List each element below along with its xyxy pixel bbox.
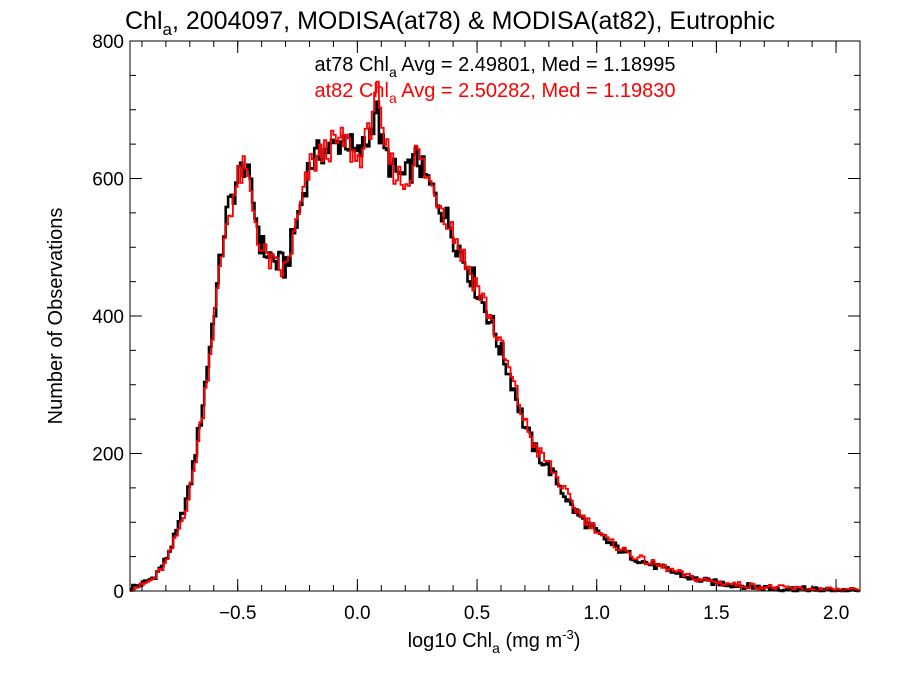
y-tick-label: 600 <box>92 170 124 191</box>
x-tick-label: 0.5 <box>464 603 490 624</box>
chart-title: Chla, 2004097, MODISA(at78) & MODISA(at8… <box>125 7 775 39</box>
annotation-at78: at78 Chla Avg = 2.49801, Med = 1.18995 <box>314 54 675 80</box>
axis-ticks: −0.5 0.0 0.5 1.0 1.5 2.0 0 200 400 600 800 <box>92 32 860 624</box>
y-tick-label: 400 <box>92 307 124 328</box>
y-tick-label: 0 <box>113 582 124 603</box>
y-axis-label: Number of Observations <box>45 208 67 425</box>
y-tick-label: 800 <box>92 32 124 53</box>
x-tick-label: 1.5 <box>703 603 729 624</box>
stats-annotations: at78 Chla Avg = 2.49801, Med = 1.18995 a… <box>314 54 675 106</box>
x-tick-label: 2.0 <box>823 603 849 624</box>
series-layer <box>130 80 860 593</box>
y-tick-label: 200 <box>92 445 124 466</box>
annotation-at82: at82 Chla Avg = 2.50282, Med = 1.19830 <box>314 80 675 106</box>
x-tick-label: 1.0 <box>584 603 610 624</box>
x-axis-label: log10 Chla (mg m-3) <box>408 627 581 656</box>
x-tick-label: −0.5 <box>219 603 257 624</box>
series-at82-line <box>130 80 860 592</box>
plot-frame <box>129 40 861 592</box>
x-tick-label: 0.0 <box>344 603 370 624</box>
